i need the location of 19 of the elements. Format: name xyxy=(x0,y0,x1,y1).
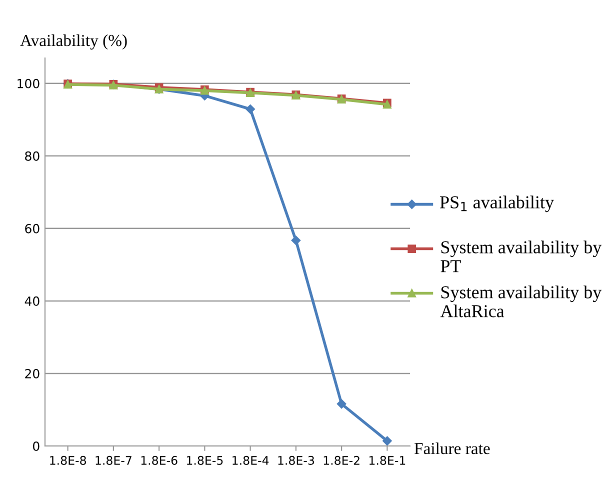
legend-label: System availability by AltaRica xyxy=(440,286,602,318)
x-tick-label: 1.8E-7 xyxy=(96,456,132,465)
x-tick-label: 1.8E-8 xyxy=(50,456,86,465)
legend-label: System availability by PT xyxy=(440,240,602,272)
y-tick-label: 80 xyxy=(25,151,40,161)
x-tick-label: 1.8E-3 xyxy=(278,456,314,465)
y-tick-label: 60 xyxy=(25,224,40,234)
y-tick-label: 20 xyxy=(25,368,40,378)
legend-label: PS$_{1}$ availability xyxy=(440,196,554,212)
y-tick-label: 100 xyxy=(18,78,40,88)
x-axis-title: Failure rate xyxy=(414,442,490,454)
x-tick-label: 1.8E-4 xyxy=(232,456,269,465)
y-tick-label: 40 xyxy=(24,296,40,306)
x-tick-label: 1.8E-2 xyxy=(324,456,360,465)
x-tick-label: 1.8E-5 xyxy=(186,456,223,465)
x-tick-label: 1.8E-6 xyxy=(141,456,178,465)
x-tick-label: 1.8E-1 xyxy=(369,456,406,465)
y-axis-title: Availability (%) xyxy=(20,34,127,50)
y-tick-label: 0 xyxy=(33,441,40,451)
